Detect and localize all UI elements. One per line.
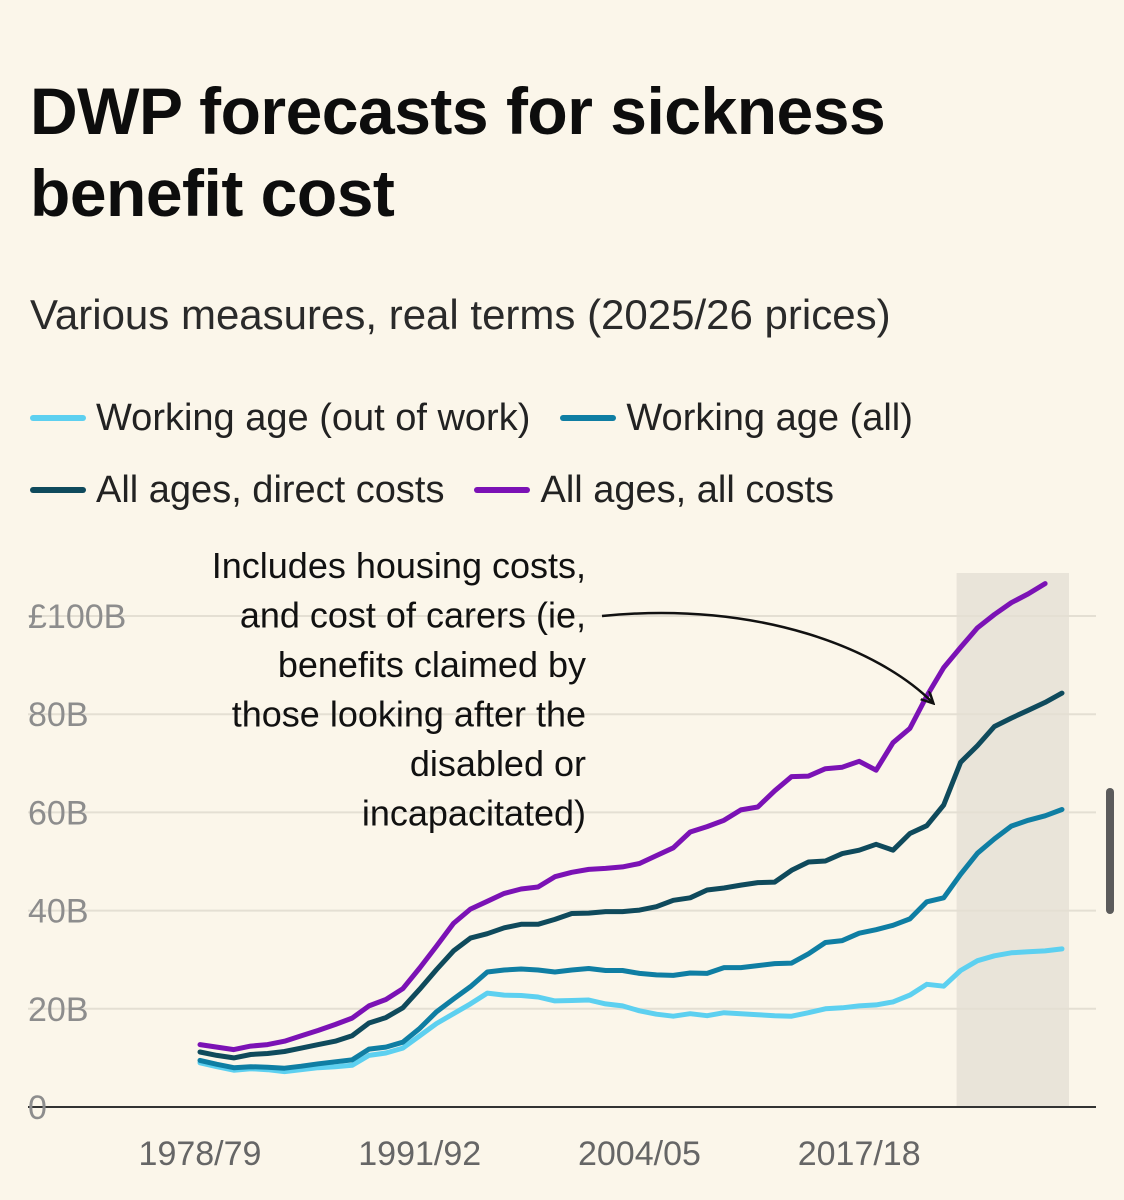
x-tick-label: 1978/79	[139, 1135, 262, 1173]
annotation-text-line: and cost of carers (ie,	[240, 595, 586, 636]
scrollbar[interactable]	[1106, 788, 1114, 914]
chart-subtitle: Various measures, real terms (2025/26 pr…	[30, 291, 891, 338]
annotation-text-line: Includes housing costs,	[212, 545, 586, 586]
y-tick-label: 60B	[28, 794, 89, 832]
line-chart: 0 20B 40B 60B 80B £100B 1978/79 1991/92 2004/05 2…	[28, 545, 1096, 1173]
y-tick-label: 20B	[28, 991, 89, 1029]
legend-swatch	[474, 487, 531, 493]
x-tick-label: 2004/05	[578, 1135, 701, 1173]
legend-swatch	[30, 487, 86, 493]
legend-item-all-ages-direct-costs: All ages, direct costs	[30, 469, 444, 512]
legend-label: All ages, direct costs	[96, 468, 445, 511]
chart-title: DWP forecasts for sickness benefit cost	[30, 74, 886, 230]
y-tick-label: 0	[28, 1089, 47, 1127]
legend-item-working-age-out-of-work: Working age (out of work)	[30, 397, 530, 440]
forecast-shading	[956, 573, 1069, 1107]
chart-legend: Working age (out of work) Working age (a…	[30, 392, 1090, 536]
legend-item-working-age-all: Working age (all)	[560, 397, 913, 440]
series-line-working-age-all	[197, 807, 1065, 1071]
y-tick-label: 40B	[28, 893, 89, 931]
x-tick-label: 1991/92	[358, 1135, 481, 1173]
legend-label: Working age (all)	[626, 396, 913, 439]
legend-item-all-ages-all-costs: All ages, all costs	[474, 469, 834, 512]
legend-row-1: Working age (out of work) Working age (a…	[30, 392, 1090, 444]
annotation-text-line: benefits claimed by	[278, 644, 586, 685]
y-tick-label: £100B	[28, 598, 126, 636]
legend-row-2: All ages, direct costs All ages, all cos…	[30, 464, 1090, 516]
y-tick-label: 80B	[28, 696, 89, 734]
legend-swatch	[30, 415, 86, 421]
x-tick-label: 2017/18	[798, 1135, 921, 1173]
series-line-all-ages-all-costs	[197, 581, 1048, 1053]
legend-label: Working age (out of work)	[96, 396, 531, 439]
annotation-text-line: disabled or	[410, 743, 586, 784]
annotation-text-line: incapacitated)	[362, 793, 586, 834]
legend-swatch	[560, 415, 617, 421]
series-line-working-age-out-of-work	[197, 946, 1065, 1075]
series-line-all-ages-direct-costs	[197, 690, 1065, 1061]
annotation-text-line: those looking after the	[232, 694, 586, 735]
annotation-arrow	[601, 611, 932, 702]
legend-label: All ages, all costs	[540, 468, 835, 511]
